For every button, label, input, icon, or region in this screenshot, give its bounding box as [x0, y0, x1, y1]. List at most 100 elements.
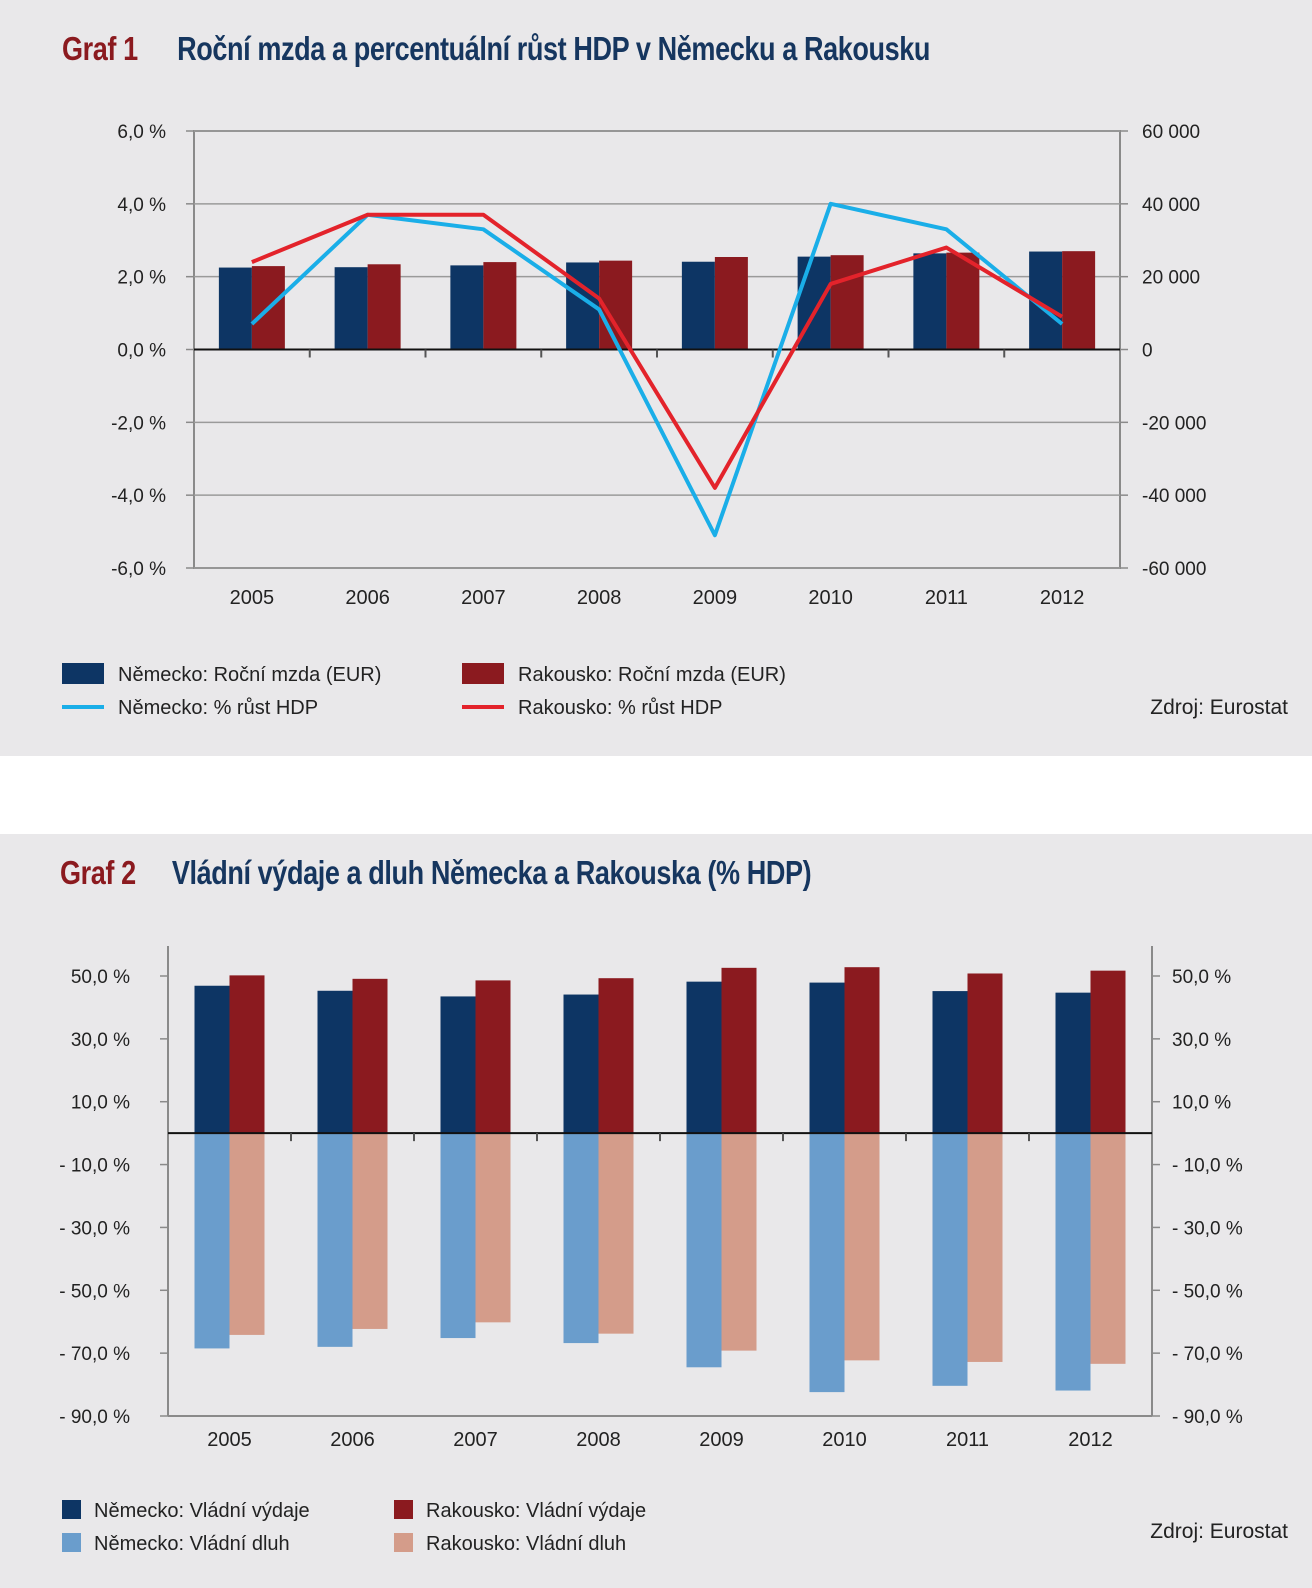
bar-nemecko-dluh	[317, 1133, 353, 1347]
legend-swatch	[62, 1500, 81, 1519]
y-tick-label-right: -60 000	[1142, 559, 1206, 580]
bar-rakousko-dluh	[1090, 1133, 1126, 1364]
y-tick-label-right: - 90,0 %	[1172, 1407, 1243, 1428]
bar-nemecko-dluh	[440, 1133, 476, 1339]
bar-rakousko-dluh	[352, 1133, 388, 1329]
bar-rakousko-vydaje	[598, 978, 634, 1134]
legend-label: Německo: Roční mzda (EUR)	[118, 664, 381, 686]
legend-label: Rakousko: Roční mzda (EUR)	[518, 664, 786, 686]
y-tick-label-left: - 90,0 %	[59, 1407, 130, 1428]
y-tick-label-left: - 10,0 %	[59, 1156, 130, 1177]
bar-rakousko-vydaje	[352, 978, 388, 1134]
bar-nemecko-vydaje	[440, 996, 476, 1134]
y-tick-label-right: 10,0 %	[1172, 1093, 1231, 1114]
y-tick-label-right: 60 000	[1142, 122, 1200, 143]
bar-nemecko-dluh	[1055, 1133, 1091, 1391]
chart-2-title-text: Vládní výdaje a dluh Německa a Rakouska …	[171, 854, 812, 891]
chart-panel-2: Graf 2 Vládní výdaje a dluh Německa a Rak…	[0, 834, 1312, 1588]
bar-rakousko-mzda	[1062, 251, 1096, 350]
chart-panel-1: Graf 1 Roční mzda a percentuální růst HDP…	[0, 0, 1312, 756]
legend-swatch	[394, 1500, 413, 1519]
x-tick-label: 2010	[808, 587, 853, 609]
legend-swatch	[62, 1533, 81, 1552]
bar-nemecko-dluh	[686, 1133, 722, 1368]
legend-label: Rakousko: % růst HDP	[518, 697, 723, 719]
chart-1-title: Graf 1 Roční mzda a percentuální růst HDP…	[62, 30, 930, 68]
y-tick-label-left: - 50,0 %	[59, 1281, 130, 1302]
y-tick-label-right: 50,0 %	[1172, 967, 1231, 988]
bar-nemecko-dluh	[563, 1133, 599, 1344]
x-tick-label: 2009	[693, 587, 738, 609]
x-tick-label: 2008	[576, 1429, 621, 1451]
legend-label: Rakousko: Vládní dluh	[426, 1533, 626, 1555]
x-tick-label: 2007	[453, 1429, 498, 1451]
bar-nemecko-dluh	[932, 1133, 968, 1386]
bar-nemecko-mzda	[218, 267, 252, 350]
x-tick-label: 2005	[230, 587, 275, 609]
bar-nemecko-vydaje	[563, 994, 599, 1134]
bar-nemecko-mzda	[913, 253, 947, 350]
bar-nemecko-mzda	[450, 265, 484, 350]
bar-nemecko-vydaje	[1055, 992, 1091, 1134]
legend-label: Německo: Vládní dluh	[94, 1533, 290, 1555]
x-tick-label: 2011	[946, 1429, 989, 1451]
chart-2-number: Graf 2	[60, 854, 136, 891]
legend-swatch	[462, 663, 504, 684]
legend-label: Německo: % růst HDP	[118, 697, 318, 719]
y-tick-label-right: - 50,0 %	[1172, 1281, 1243, 1302]
bar-rakousko-vydaje	[967, 973, 1003, 1134]
y-tick-label-left: -2,0 %	[111, 413, 166, 434]
y-tick-label-left: 4,0 %	[117, 195, 166, 216]
y-tick-label-right: - 70,0 %	[1172, 1344, 1243, 1365]
y-tick-label-left: -6,0 %	[111, 559, 166, 580]
y-tick-label-left: 6,0 %	[117, 122, 166, 143]
chart-1-svg: 6,0 % 60 000 4,0 % 40 000 2,0 % 20 000 0,0 % 0 -…	[62, 122, 1206, 719]
bar-rakousko-dluh	[598, 1133, 634, 1334]
x-tick-label: 2007	[461, 587, 506, 609]
y-tick-label-left: -4,0 %	[111, 486, 166, 507]
bar-rakousko-vydaje	[475, 980, 511, 1134]
bar-rakousko-mzda	[714, 257, 748, 350]
bar-rakousko-vydaje	[721, 967, 757, 1134]
bar-nemecko-vydaje	[932, 991, 968, 1134]
bar-nemecko-mzda	[334, 267, 368, 350]
bar-rakousko-dluh	[475, 1133, 511, 1323]
bar-nemecko-vydaje	[686, 981, 722, 1134]
chart-2-source: Zdroj: Eurostat	[1150, 1520, 1288, 1543]
y-tick-label-left: 30,0 %	[71, 1030, 130, 1051]
y-tick-label-right: -20 000	[1142, 413, 1206, 434]
y-tick-label-right: 0	[1142, 341, 1153, 362]
y-tick-label-left: 0,0 %	[117, 341, 166, 362]
bar-rakousko-dluh	[721, 1133, 757, 1351]
x-tick-label: 2006	[345, 587, 390, 609]
line-nemecko-hdp	[250, 201, 1064, 538]
y-tick-label-right: 40 000	[1142, 195, 1200, 216]
chart-1-title-text: Roční mzda a percentuální růst HDP v Něm…	[177, 30, 931, 67]
bar-rakousko-dluh	[967, 1133, 1003, 1362]
chart-1-source: Zdroj: Eurostat	[1150, 696, 1288, 719]
x-tick-label: 2009	[699, 1429, 744, 1451]
bar-rakousko-vydaje	[844, 967, 880, 1134]
line-rakousko-hdp	[251, 212, 1064, 490]
legend-label: Rakousko: Vládní výdaje	[426, 1500, 646, 1522]
x-tick-label: 2010	[822, 1429, 867, 1451]
y-tick-label-left: 10,0 %	[71, 1093, 130, 1114]
legend-swatch	[62, 663, 104, 684]
bar-rakousko-mzda	[483, 262, 517, 350]
y-tick-label-right: - 30,0 %	[1172, 1218, 1243, 1239]
y-tick-label-left: - 70,0 %	[59, 1344, 130, 1365]
bar-rakousko-vydaje	[229, 975, 265, 1134]
x-tick-label: 2006	[330, 1429, 375, 1451]
x-tick-label: 2012	[1068, 1429, 1113, 1451]
y-tick-label-right: -40 000	[1142, 486, 1206, 507]
x-tick-label: 2012	[1040, 587, 1085, 609]
legend-label: Německo: Vládní výdaje	[94, 1500, 310, 1522]
legend-swatch	[394, 1533, 413, 1552]
bar-rakousko-dluh	[844, 1133, 880, 1361]
y-tick-label-left: 2,0 %	[117, 268, 166, 289]
y-tick-label-right: - 10,0 %	[1172, 1156, 1243, 1177]
bar-nemecko-mzda	[681, 261, 715, 350]
y-tick-label-left: 50,0 %	[71, 967, 130, 988]
bar-nemecko-dluh	[194, 1133, 230, 1349]
bar-rakousko-mzda	[367, 264, 401, 350]
